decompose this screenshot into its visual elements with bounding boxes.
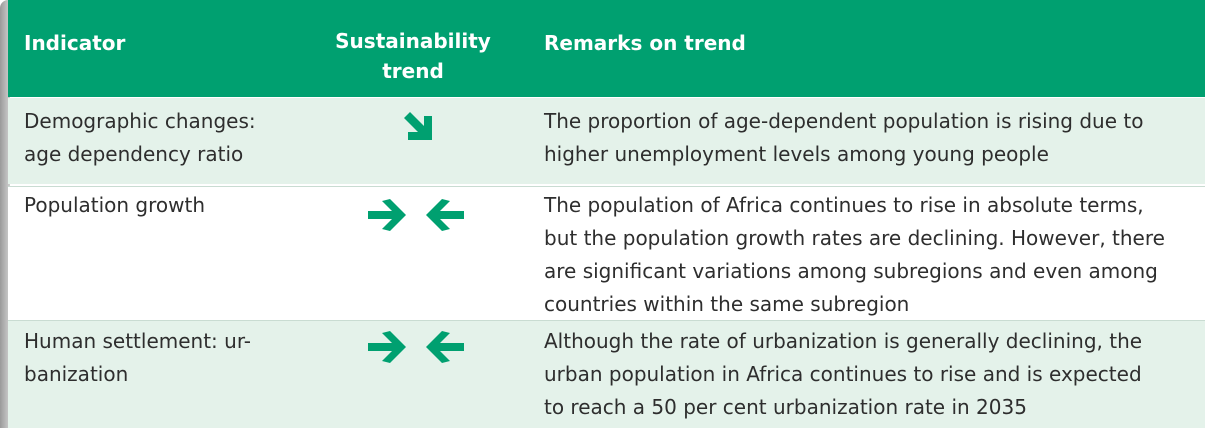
trend-converge-icon (368, 199, 464, 231)
indicator-cell: Population growth (24, 189, 205, 222)
indicator-line: Population growth (24, 193, 206, 217)
indicator-cell: Demographic changes: age dependency ratio (24, 105, 256, 171)
indicator-cell: Human settlement: ur-banization (24, 325, 251, 391)
table-row: Human settlement: ur-banization Although … (8, 321, 1205, 428)
remarks-line: The population of Africa continues to ri… (544, 193, 1144, 217)
indicator-line: banization (24, 362, 129, 386)
table-row: Population growth The population of Afric… (8, 186, 1205, 321)
header-cell: Remarks on trend (544, 31, 746, 55)
remarks-line: Although the rate of urbanization is gen… (544, 329, 1143, 353)
page-edge (0, 0, 10, 428)
indicator-line: Human settlement: ur- (24, 329, 251, 353)
indicator-line: Demographic changes: (24, 109, 256, 133)
remarks-line: higher unemployment levels among young p… (544, 142, 1049, 166)
trend-converge-icon (368, 331, 464, 363)
header-line: trend (382, 59, 444, 83)
remarks-line: but the population growth rates are decl… (544, 226, 1165, 250)
remarks-cell: The population of Africa continues to ri… (544, 189, 1165, 321)
remarks-line: urban population in Africa continues to … (544, 362, 1142, 386)
header-row: Indicator Sustainability trend Remarks o… (8, 0, 1205, 97)
trend-down-icon (404, 112, 432, 140)
header-line: Sustainability (335, 29, 491, 53)
remarks-line: are significant variations among subregi… (544, 259, 1158, 283)
header-cell: Indicator (24, 31, 126, 55)
remarks-line: to reach a 50 per cent urbanization rate… (544, 395, 1027, 419)
remarks-line: countries within the same subregion (544, 292, 910, 316)
table-row: Demographic changes: age dependency ratio… (8, 98, 1205, 184)
header-cell: Sustainability trend (320, 26, 506, 86)
remarks-cell: Although the rate of urbanization is gen… (544, 325, 1142, 424)
table: Indicator Sustainability trend Remarks o… (8, 0, 1205, 428)
indicator-line: age dependency ratio (24, 142, 244, 166)
remarks-line: The proportion of age-dependent populati… (544, 109, 1144, 133)
remarks-cell: The proportion of age-dependent populati… (544, 105, 1143, 171)
